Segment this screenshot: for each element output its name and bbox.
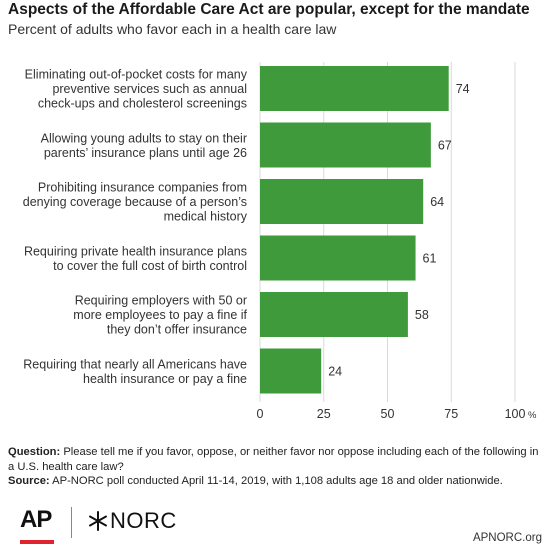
bar [260, 348, 322, 394]
bar-value-label: 24 [328, 365, 342, 379]
category-label-line: they don’t offer insurance [107, 323, 247, 337]
category-label-line: Requiring employers with 50 or [75, 294, 247, 308]
logo-divider [71, 507, 72, 538]
x-tick-label: 100 [505, 407, 526, 421]
question-text: Please tell me if you favor, oppose, or … [8, 446, 539, 473]
source-note: Source: AP-NORC poll conducted April 11-… [8, 474, 542, 489]
category-label-line: Prohibiting insurance companies from [38, 181, 247, 195]
category-label-line: to cover the full cost of birth control [53, 259, 247, 273]
chart-subtitle: Percent of adults who favor each in a he… [8, 21, 337, 37]
category-label-line: more employees to pay a fine if [73, 308, 247, 322]
category-label-line: check-ups and cholesterol screenings [38, 97, 247, 111]
norc-logo: NORC [88, 508, 177, 534]
category-label: Prohibiting insurance companies from deny… [23, 181, 248, 224]
bar [260, 179, 424, 224]
x-tick-label: 25 [317, 407, 331, 421]
category-label-line: preventive services such as annual [52, 82, 247, 96]
source-text: AP-NORC poll conducted April 11-14, 2019… [49, 475, 503, 487]
bar-value-label: 58 [415, 308, 429, 322]
chart-notes: Question: Please tell me if you favor, o… [8, 445, 542, 489]
category-label-line: health insurance or pay a fine [83, 372, 247, 386]
norc-logo-text: NORC [110, 508, 177, 533]
category-label-line: parents’ insurance plans until age 26 [44, 146, 247, 160]
category-label: Requiring employers with 50 or more emplo… [73, 294, 247, 337]
bar [260, 235, 416, 281]
category-label-line: medical history [164, 210, 248, 224]
norc-star-icon [89, 511, 107, 531]
category-label-line: Allowing young adults to stay on their [41, 131, 247, 145]
chart-title: Aspects of the Affordable Care Act are p… [8, 1, 530, 18]
ap-logo: AP [20, 506, 52, 533]
bar [260, 292, 408, 337]
x-unit-label: % [528, 410, 537, 421]
bar-value-label: 67 [438, 139, 452, 153]
site-url: APNORC.org [472, 532, 542, 544]
x-tick-label: 50 [381, 407, 395, 421]
category-label: Requiring that nearly all Americans have… [23, 357, 247, 386]
category-label-line: Requiring that nearly all Americans have [23, 357, 247, 371]
bar-value-label: 61 [423, 252, 437, 266]
bar-value-label: 64 [430, 195, 444, 209]
category-label-line: denying coverage because of a person’s [23, 195, 247, 209]
category-label: Requiring private health insurance plans… [24, 244, 247, 273]
category-label: Eliminating out-of-pocket costs for many… [25, 68, 248, 111]
bar [260, 66, 449, 111]
x-tick-label: 0 [257, 407, 264, 421]
question-note: Question: Please tell me if you favor, o… [8, 445, 542, 474]
category-label-line: Requiring private health insurance plans [24, 244, 247, 258]
x-tick-label: 75 [444, 407, 458, 421]
category-label-line: Eliminating out-of-pocket costs for many [25, 68, 248, 82]
source-label: Source: [8, 475, 50, 487]
ap-logo-bar [20, 540, 54, 544]
question-label: Question: [8, 446, 61, 458]
bar-value-label: 74 [456, 82, 470, 96]
bar-chart: 74 Eliminating out-of-pocket costs for ma… [23, 62, 537, 421]
category-label: Allowing young adults to stay on their pa… [41, 131, 247, 160]
bar [260, 122, 431, 168]
